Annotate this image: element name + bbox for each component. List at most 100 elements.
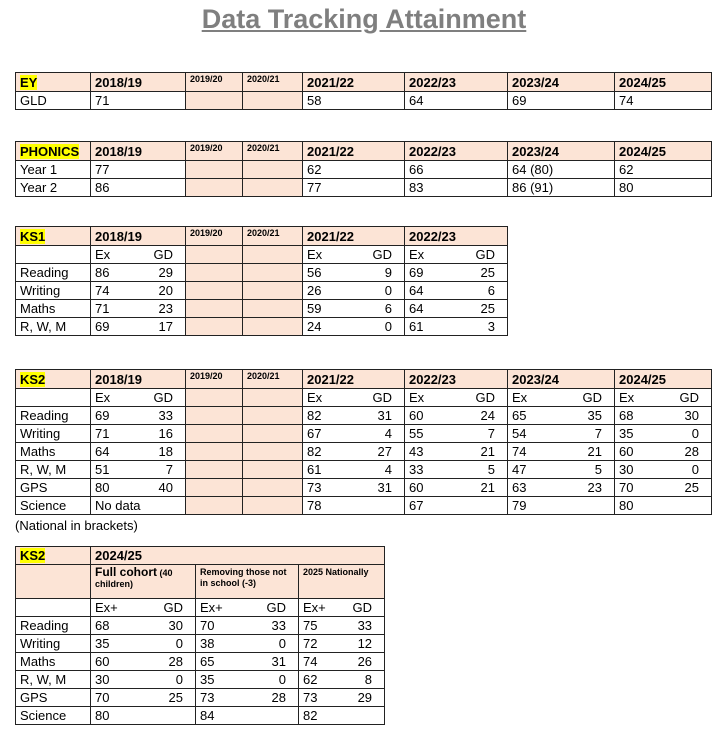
- cell-value: 23: [158, 301, 173, 316]
- cell-pair: 56 9: [307, 265, 400, 280]
- data-cell: [242, 263, 303, 282]
- data-cell: 35 0: [195, 670, 299, 689]
- row-label: Reading: [15, 263, 91, 282]
- cell-value: 18: [158, 444, 173, 459]
- data-row: Science 80 84 82: [15, 706, 386, 725]
- cell-value: Ex+: [200, 600, 223, 615]
- cell-pair: Ex GD: [307, 247, 400, 262]
- year-header: 2020/21: [242, 141, 303, 161]
- data-cell: [242, 478, 303, 497]
- cell-pair: 73 31: [307, 480, 400, 495]
- data-cell: 61 4: [302, 460, 405, 479]
- cell-pair: 69 33: [95, 408, 181, 423]
- cell-pair: 38 0: [200, 636, 294, 651]
- cell-value: 80: [95, 708, 110, 723]
- cell-value: Ex+: [95, 600, 118, 615]
- data-cell: 79: [507, 496, 615, 515]
- sub-header: Ex+ GD: [297, 598, 386, 617]
- cell-value: GD: [153, 390, 174, 405]
- cell-pair: 75 33: [303, 618, 380, 633]
- cell-value: 64: [95, 444, 110, 459]
- data-row: Maths 71 23 59 6 64 25: [15, 299, 508, 318]
- data-cell: [242, 406, 303, 425]
- cell-pair: 60 24: [409, 408, 503, 423]
- cell-pair: Ex GD: [619, 390, 707, 405]
- data-cell: [185, 406, 243, 425]
- year-header: 2018/19: [90, 141, 186, 161]
- data-cell: 75 33: [297, 616, 386, 635]
- data-cell: [185, 496, 243, 515]
- cell-value: 33: [158, 408, 173, 423]
- cell-value: 0: [175, 672, 183, 687]
- row-label: Year 2: [15, 178, 91, 197]
- cell-value: 60: [409, 480, 424, 495]
- cell-pair: 35 0: [200, 672, 294, 687]
- year-header: 2023/24: [507, 72, 615, 92]
- data-cell: [185, 91, 243, 110]
- header-row: KS2 2024/25: [15, 546, 386, 565]
- cell-value: 60: [619, 444, 634, 459]
- cell-pair: Ex GD: [307, 390, 400, 405]
- data-table: KS2 2018/19 2019/20 2020/21 2021/22 2022/23 20…: [15, 369, 712, 515]
- cell-pair: 70 33: [200, 618, 294, 633]
- data-cell: 67: [404, 496, 508, 515]
- data-cell: 30 0: [614, 460, 712, 479]
- year-header: 2021/22: [302, 226, 405, 246]
- cell-value: 80: [619, 498, 634, 513]
- header-row: KS2 2018/19 2019/20 2020/21 2021/22 2022/23 20…: [15, 369, 712, 389]
- data-cell: [242, 178, 303, 197]
- data-cell: 73 31: [302, 478, 405, 497]
- cell-value: 75: [303, 618, 318, 633]
- cell-value: 70: [200, 618, 215, 633]
- data-cell: 68 30: [614, 406, 712, 425]
- header-label: KS1: [15, 226, 91, 246]
- data-cell: 71 16: [90, 424, 186, 443]
- data-row: Science No data 78 67 79 80: [15, 496, 712, 515]
- data-row: R, W, M 30 0 35 0 62 8: [15, 670, 386, 689]
- cell-pair: 24 0: [307, 319, 400, 334]
- cell-value: 69: [95, 408, 110, 423]
- data-cell: [185, 178, 243, 197]
- cell-value: 82: [307, 444, 322, 459]
- header-label: PHONICS: [15, 141, 91, 161]
- cell-value: 26: [357, 654, 373, 669]
- year-header: 2022/23: [404, 141, 508, 161]
- cell-value: 16: [158, 426, 173, 441]
- data-cell: 82 27: [302, 442, 405, 461]
- cell-pair: 71 23: [95, 301, 181, 316]
- section-label: KS1: [20, 228, 46, 244]
- cell-value: 60: [409, 408, 424, 423]
- section-label: PHONICS: [20, 143, 80, 159]
- cell-value: 0: [278, 672, 286, 687]
- cell-value: 38: [200, 636, 215, 651]
- data-cell: 43 21: [404, 442, 508, 461]
- cell-value: GD: [372, 247, 393, 262]
- data-cell: [242, 91, 303, 110]
- data-cell: 33 5: [404, 460, 508, 479]
- sub-header: Ex GD: [90, 245, 186, 264]
- data-cell: 55 7: [404, 424, 508, 443]
- year-header: 2021/22: [302, 72, 405, 92]
- data-cell: 64 18: [90, 442, 186, 461]
- data-cell: 65 35: [507, 406, 615, 425]
- data-cell: 71: [90, 91, 186, 110]
- cell-value: 20: [158, 283, 173, 298]
- cell-value: 0: [175, 636, 183, 651]
- data-cell: [242, 317, 303, 336]
- cell-value: 21: [480, 444, 495, 459]
- cell-value: 4: [384, 462, 392, 477]
- table-body: KS2 2018/19 2019/20 2020/21 2021/22 2022/23 20…: [15, 369, 712, 515]
- cell-value: 5: [594, 462, 602, 477]
- cell-value: 73: [200, 690, 215, 705]
- cell-value: 0: [691, 426, 699, 441]
- cell-value: 56: [307, 265, 322, 280]
- data-cell: 73 28: [195, 688, 299, 707]
- cell-value: 54: [512, 426, 527, 441]
- year-header: 2019/20: [185, 141, 243, 161]
- data-cell: 70 33: [195, 616, 299, 635]
- data-row: GLD 71 58 64 69 74: [15, 91, 712, 110]
- cell-pair: 64 25: [409, 301, 503, 316]
- sub-header: [185, 388, 243, 407]
- cell-pair: 64 18: [95, 444, 181, 459]
